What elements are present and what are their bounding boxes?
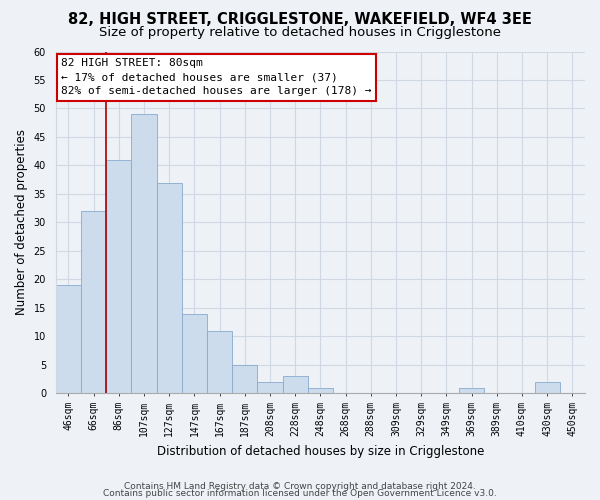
Bar <box>535 382 560 394</box>
X-axis label: Distribution of detached houses by size in Crigglestone: Distribution of detached houses by size … <box>157 444 484 458</box>
Bar <box>232 365 257 394</box>
Bar <box>106 160 131 394</box>
Bar <box>56 285 81 394</box>
Bar <box>157 182 182 394</box>
Text: Contains HM Land Registry data © Crown copyright and database right 2024.: Contains HM Land Registry data © Crown c… <box>124 482 476 491</box>
Text: Size of property relative to detached houses in Crigglestone: Size of property relative to detached ho… <box>99 26 501 39</box>
Bar <box>81 211 106 394</box>
Text: 82, HIGH STREET, CRIGGLESTONE, WAKEFIELD, WF4 3EE: 82, HIGH STREET, CRIGGLESTONE, WAKEFIELD… <box>68 12 532 28</box>
Y-axis label: Number of detached properties: Number of detached properties <box>15 130 28 316</box>
Bar <box>182 314 207 394</box>
Bar <box>459 388 484 394</box>
Bar <box>308 388 333 394</box>
Bar <box>257 382 283 394</box>
Text: Contains public sector information licensed under the Open Government Licence v3: Contains public sector information licen… <box>103 490 497 498</box>
Bar <box>283 376 308 394</box>
Text: 82 HIGH STREET: 80sqm
← 17% of detached houses are smaller (37)
82% of semi-deta: 82 HIGH STREET: 80sqm ← 17% of detached … <box>61 58 371 96</box>
Bar <box>207 330 232 394</box>
Bar <box>131 114 157 394</box>
